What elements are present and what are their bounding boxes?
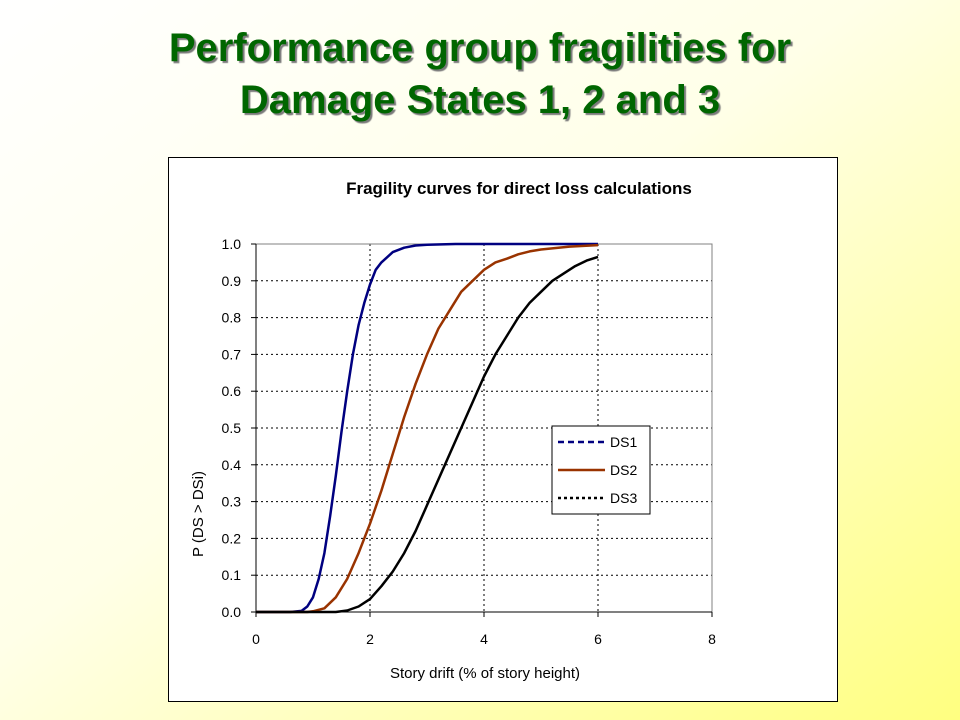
x-tick-label: 8 [708,631,716,647]
series-lines [256,242,599,614]
y-axis-label: P (DS > DSi) [190,471,207,557]
slide-title: Performance group fragilities for Damage… [0,22,960,126]
y-tick-label: 0.7 [222,346,242,362]
series-line-ds2 [256,243,599,614]
x-axis-label: Story drift (% of story height) [390,665,580,682]
y-tick-label: 0.2 [222,530,242,546]
series-line-ds3 [256,255,599,614]
series-line-ds1 [256,242,598,614]
slide-title-line-1: Performance group fragilities for [168,26,792,70]
chart-panel: Fragility curves for direct loss calcula… [168,157,838,702]
legend-label-ds1: DS1 [610,434,637,450]
fragility-chart: Fragility curves for direct loss calcula… [190,179,717,682]
x-tick-label: 2 [366,631,374,647]
chart-title: Fragility curves for direct loss calcula… [346,179,692,198]
y-tick-label: 0.8 [222,310,242,326]
axes: 0.0 0.1 0.2 0.3 0.4 0.5 0.6 0.7 0.8 0.9 1.0 0 2 4 6 8 [222,236,717,647]
y-tick-label: 0.6 [222,383,242,399]
legend-label-ds2: DS2 [610,462,637,478]
y-tick-label: 0.3 [222,494,242,510]
slide-title-line-2: Damage States 1, 2 and 3 [239,78,721,122]
y-tick-label: 0.5 [222,420,242,436]
legend: DS1 DS2 DS3 [551,425,651,515]
legend-label-ds3: DS3 [610,490,637,506]
y-tick-label: 0.0 [222,604,242,620]
y-tick-label: 1.0 [222,236,242,252]
x-tick-label: 0 [252,631,260,647]
x-tick-label: 6 [594,631,602,647]
x-tick-label: 4 [480,631,488,647]
y-tick-label: 0.4 [222,457,242,473]
y-tick-label: 0.1 [222,567,242,583]
y-tick-label: 0.9 [222,273,242,289]
